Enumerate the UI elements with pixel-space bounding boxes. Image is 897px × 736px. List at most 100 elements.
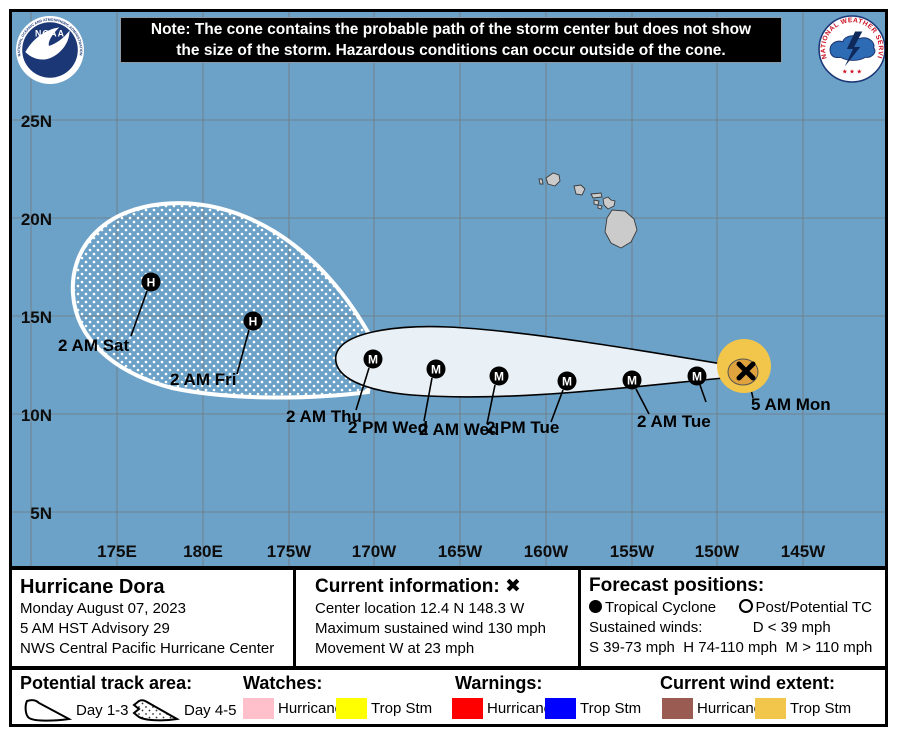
noaa-logo: NATIONAL OCEANIC AND ATMOSPHERIC ADMINIS… [16,16,84,84]
note-banner: Note: The cone contains the probable pat… [120,17,782,63]
svg-text:M: M [431,363,441,377]
track-time-label: 2 PM Tue [486,418,559,437]
svg-text:M: M [627,374,637,388]
svg-text:M: M [692,370,702,384]
track-time-label: 2 AM Tue [637,412,711,431]
track-time-label: 2 AM Thu [286,407,362,426]
current-position-x-glyph: ✖ [505,575,521,597]
noaa-seagull-icon [25,27,70,60]
s-wind-range: S 39-73 mph [589,639,675,656]
graphic-frame: 25N 20N 15N 10N 5N 175E 180E 175W 170W 1… [9,9,888,727]
hawaiian-islands [538,172,638,249]
lon-tick-label: 170W [352,542,397,561]
advisory-number: 5 AM HST Advisory 29 [20,620,170,637]
movement: Movement W at 23 mph [315,640,475,657]
forecast-markers: H H M M M M M M [141,272,707,391]
storm-info-section: Hurricane Dora Monday August 07, 2023 5 … [12,570,885,670]
forecast-map: 25N 20N 15N 10N 5N 175E 180E 175W 170W 1… [12,12,885,570]
lat-tick-label: 20N [21,210,52,229]
h-wind-range: H 74-110 mph [683,639,778,656]
note-line-1: Note: The cone contains the probable pat… [150,21,752,38]
cone-day1-3 [335,325,747,398]
nws-stars: ★ ★ ★ [842,69,862,76]
hurricane-watch-swatch [243,698,274,719]
legend-warning-tropstm: Trop Stm [545,698,641,719]
track-time-label: 2 AM Sat [58,336,130,355]
tropical-cyclone-dot-icon [589,600,602,613]
watches-heading: Watches: [243,673,323,693]
legend-watch-hurricane: Hurricane [243,698,343,719]
track-marker: M [687,366,707,386]
svg-text:H: H [249,315,258,329]
lat-tick-label: 5N [30,504,52,523]
cone-day45-icon [132,699,180,722]
lon-tick-label: 165W [438,542,483,561]
forecast-positions-heading: Forecast positions: [589,575,765,596]
tropstm-warning-swatch [545,698,576,719]
legend-day45: Day 4-5 [130,698,237,722]
current-info-panel: Current information: ✖ Center location 1… [315,575,546,659]
lon-tick-label: 160W [524,542,569,561]
lon-tick-label: 145W [781,542,826,561]
current-info-heading: Current information: ✖ [315,575,521,597]
info-divider-2 [578,570,581,666]
track-marker: H [243,311,263,331]
nws-lightning-icon [844,31,863,67]
lat-tick-label: 10N [21,406,52,425]
track-time-label: 5 AM Mon [751,395,831,414]
track-time-label: 2 AM Wed [419,420,499,439]
m-wind-range: M > 110 mph [785,639,873,656]
forecast-positions-panel: Forecast positions: Tropical Cyclone Pos… [589,575,872,658]
potential-track-heading: Potential track area: [20,673,193,693]
storm-identity-panel: Hurricane Dora Monday August 07, 2023 5 … [20,575,274,659]
track-marker: M [363,349,383,369]
svg-text:M: M [562,375,572,389]
legend-section: Potential track area: Day 1-3 Day 4-5 Wa… [12,670,885,722]
current-position [717,339,771,393]
legend-extent-hurricane: Hurricane [662,698,762,719]
center-location: Center location 12.4 N 148.3 W [315,600,525,617]
hurricane-extent-swatch [662,698,693,719]
note-line-2: the size of the storm. Hazardous conditi… [176,42,726,59]
wind-extent-heading: Current wind extent: [660,673,836,693]
legend-day13: Day 1-3 [22,698,129,722]
lon-tick-label: 175E [97,542,137,561]
advisory-date: Monday August 07, 2023 [20,600,186,617]
tropstm-watch-swatch [336,698,367,719]
track-marker: H [141,272,161,292]
track-marker: M [489,366,509,386]
lon-tick-label: 155W [610,542,655,561]
sustained-winds-line: Sustained winds: D < 39 mph [589,619,831,636]
track-time-label: 2 PM Wed [348,418,428,437]
max-sustained-wind: Maximum sustained wind 130 mph [315,620,546,637]
wind-ranges-line: S 39-73 mph H 74-110 mph M > 110 mph [589,638,872,658]
legend-extent-tropstm: Trop Stm [755,698,851,719]
info-divider-1 [293,570,296,666]
track-time-label: 2 AM Fri [170,370,236,389]
lon-tick-label: 150W [695,542,740,561]
svg-text:H: H [147,276,156,290]
legend-warning-hurricane: Hurricane [452,698,552,719]
lat-tick-label: 25N [21,112,52,131]
map-canvas: 25N 20N 15N 10N 5N 175E 180E 175W 170W 1… [12,12,885,566]
cone-day13-icon [24,699,72,722]
cone-day4-5 [70,201,378,400]
track-marker: M [426,359,446,379]
current-position-x-icon [736,361,756,381]
legend-watch-tropstm: Trop Stm [336,698,432,719]
d-wind-range: D < 39 mph [752,619,831,636]
position-symbols-line: Tropical Cyclone Post/Potential TC [589,598,872,618]
svg-text:M: M [368,353,378,367]
tropstm-extent-swatch [755,698,786,719]
lon-tick-label: 175W [267,542,312,561]
hurricane-warning-swatch [452,698,483,719]
track-marker: M [557,371,577,391]
noaa-logo-text: NOAA [35,29,65,39]
svg-text:M: M [494,370,504,384]
nws-logo: NATIONAL WEATHER SERVICE ★ ★ ★ [818,15,885,83]
warnings-heading: Warnings: [455,673,543,693]
post-potential-circle-icon [738,599,753,613]
lat-tick-label: 15N [21,308,52,327]
issuing-agency: NWS Central Pacific Hurricane Center [20,640,275,657]
